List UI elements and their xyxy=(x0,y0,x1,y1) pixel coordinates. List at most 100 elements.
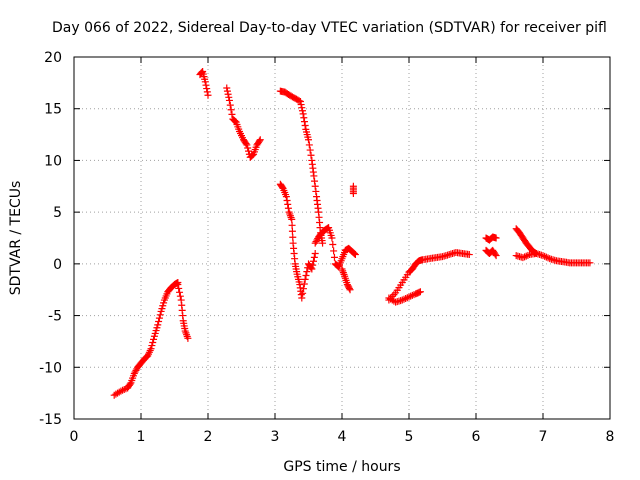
data-point xyxy=(230,117,238,125)
grid xyxy=(74,57,610,419)
data-point xyxy=(278,183,286,191)
y-tick-label: 0 xyxy=(53,257,62,273)
data-point xyxy=(351,250,359,258)
data-point xyxy=(299,285,307,293)
data-point xyxy=(310,257,318,265)
data-point xyxy=(307,151,315,159)
data-point xyxy=(256,136,264,144)
data-point xyxy=(248,152,256,160)
data-point xyxy=(312,238,320,246)
data-point xyxy=(150,335,158,343)
data-point xyxy=(305,136,312,144)
data-point xyxy=(243,141,251,149)
data-point xyxy=(203,88,211,96)
data-point xyxy=(306,146,314,154)
data-point xyxy=(345,284,353,292)
data-point xyxy=(408,291,416,299)
chart-title: Day 066 of 2022, Sidereal Day-to-day VTE… xyxy=(52,20,607,36)
x-tick-label: 6 xyxy=(472,429,481,445)
data-point xyxy=(298,294,306,302)
data-point xyxy=(330,247,338,255)
data-point xyxy=(298,107,306,115)
data-point xyxy=(300,114,308,122)
y-tick-label: 5 xyxy=(53,205,62,221)
data-point xyxy=(542,253,550,261)
data-point xyxy=(147,345,155,353)
data-point xyxy=(310,253,318,261)
data-point xyxy=(346,286,354,294)
data-point xyxy=(223,84,231,92)
data-point xyxy=(228,110,236,118)
data-point xyxy=(301,122,309,130)
y-tick-label: 10 xyxy=(44,153,62,169)
data-point xyxy=(350,249,358,257)
data-point xyxy=(242,140,250,148)
data-point xyxy=(288,227,296,235)
data-point xyxy=(132,366,140,374)
data-point xyxy=(226,101,234,109)
data-point xyxy=(117,387,125,395)
data-point xyxy=(305,141,313,149)
y-tick-label: -15 xyxy=(39,412,62,428)
data-point xyxy=(310,172,318,180)
data-point xyxy=(126,380,134,388)
y-tick-label: -10 xyxy=(39,360,62,376)
data-point xyxy=(586,259,594,267)
data-point xyxy=(308,265,316,273)
data-point xyxy=(519,254,527,262)
data-point xyxy=(303,268,311,276)
data-point xyxy=(407,292,415,300)
data-point xyxy=(405,293,413,301)
data-point xyxy=(203,85,211,93)
data-point xyxy=(300,118,308,126)
data-point xyxy=(297,101,305,109)
data-point xyxy=(524,251,532,259)
x-tick-label: 3 xyxy=(271,429,280,445)
y-tick-label: 20 xyxy=(44,50,62,66)
data-point xyxy=(301,275,309,283)
data-point xyxy=(284,204,292,212)
data-point xyxy=(175,284,183,292)
data-point xyxy=(312,187,320,195)
data-point xyxy=(154,321,162,329)
x-tick-label: 2 xyxy=(204,429,213,445)
data-point xyxy=(541,252,549,260)
data-point xyxy=(402,295,410,303)
data-points xyxy=(110,67,594,399)
data-point xyxy=(223,87,231,95)
x-tick-label: 5 xyxy=(405,429,414,445)
data-point xyxy=(492,252,500,260)
data-point xyxy=(249,151,257,159)
data-point xyxy=(245,147,253,155)
data-point xyxy=(309,261,317,269)
data-point xyxy=(349,190,357,198)
data-point xyxy=(176,292,184,300)
data-point xyxy=(120,386,128,394)
data-point xyxy=(288,215,296,223)
data-point xyxy=(328,234,336,242)
data-point xyxy=(319,239,327,247)
data-point xyxy=(311,177,319,185)
axis-ticks: 0 1 2 3 4 5 6 7 8 -15 -10 -5 0 5 10 15 20 xyxy=(39,50,614,445)
data-point xyxy=(351,251,359,259)
data-point xyxy=(284,200,292,208)
data-point xyxy=(204,91,212,99)
data-point xyxy=(390,291,398,299)
data-point xyxy=(225,96,233,104)
data-point xyxy=(288,221,296,229)
data-point xyxy=(225,93,233,101)
data-point xyxy=(521,253,529,261)
data-point xyxy=(283,197,291,205)
data-point xyxy=(311,239,319,247)
data-point xyxy=(398,296,406,304)
data-point xyxy=(174,281,182,289)
x-tick-label: 4 xyxy=(338,429,347,445)
data-point xyxy=(539,252,547,260)
data-point xyxy=(400,295,408,303)
x-tick-label: 0 xyxy=(70,429,79,445)
x-tick-label: 1 xyxy=(137,429,146,445)
y-axis-label: SDTVAR / TECUs xyxy=(8,181,24,296)
data-point xyxy=(130,369,138,377)
x-tick-label: 7 xyxy=(539,429,548,445)
data-point xyxy=(311,250,319,258)
